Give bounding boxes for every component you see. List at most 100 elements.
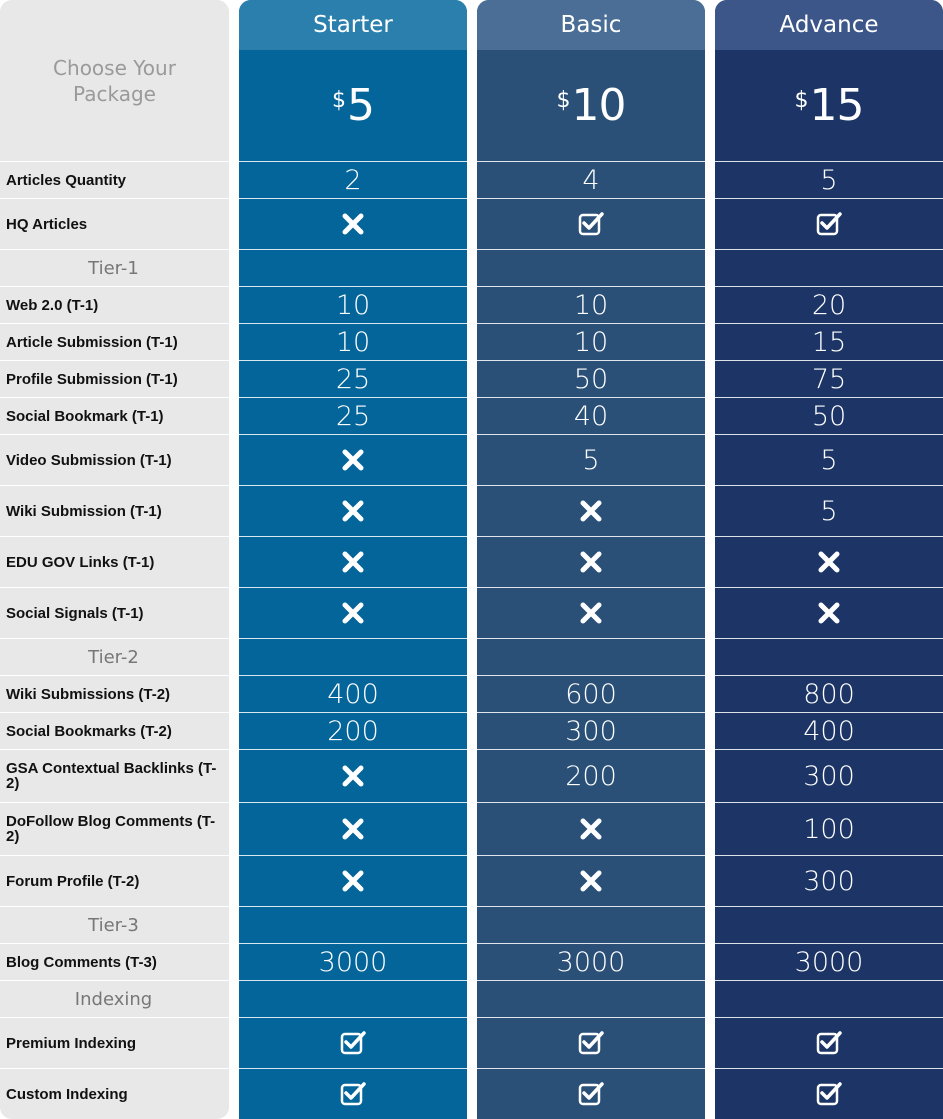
feature-cell: 3000 bbox=[477, 943, 705, 980]
cross-icon bbox=[342, 602, 364, 624]
feature-label: Articles Quantity bbox=[0, 161, 229, 198]
feature-cell bbox=[477, 802, 705, 855]
cell-value: 3000 bbox=[794, 946, 864, 978]
check-icon bbox=[340, 1082, 366, 1106]
caption: Choose Your Package bbox=[53, 55, 176, 106]
amount: 15 bbox=[809, 80, 865, 131]
cell-value: 300 bbox=[803, 760, 855, 792]
cell-value: 75 bbox=[811, 363, 847, 395]
feature-cell bbox=[239, 1068, 467, 1119]
section-cell bbox=[477, 980, 705, 1017]
cell-value: 5 bbox=[820, 444, 838, 476]
feature-cell: 5 bbox=[477, 434, 705, 485]
check-icon bbox=[816, 212, 842, 236]
feature-cell: 3000 bbox=[239, 943, 467, 980]
feature-cell bbox=[715, 587, 943, 638]
feature-label: Social Bookmarks (T-2) bbox=[0, 712, 229, 749]
feature-cell: 10 bbox=[239, 286, 467, 323]
cross-icon bbox=[342, 449, 364, 471]
feature-cell bbox=[239, 198, 467, 249]
feature-cell: 40 bbox=[477, 397, 705, 434]
cell-value: 25 bbox=[335, 400, 371, 432]
cross-icon bbox=[580, 500, 602, 522]
cross-icon bbox=[342, 765, 364, 787]
plan-column: Starter $5 2 10 10 25 25 400 200 3000 bbox=[239, 0, 467, 1119]
feature-cell: 5 bbox=[715, 161, 943, 198]
check-icon bbox=[340, 1031, 366, 1055]
section-cell bbox=[477, 638, 705, 675]
feature-cell: 4 bbox=[477, 161, 705, 198]
cell-value: 300 bbox=[565, 715, 617, 747]
feature-cell bbox=[477, 587, 705, 638]
currency: $ bbox=[556, 88, 571, 113]
feature-cell bbox=[239, 1017, 467, 1068]
cell-value: 15 bbox=[811, 326, 847, 358]
feature-cell bbox=[239, 749, 467, 802]
feature-cell bbox=[239, 587, 467, 638]
feature-cell: 800 bbox=[715, 675, 943, 712]
section-cell bbox=[715, 980, 943, 1017]
cell-value: 800 bbox=[803, 678, 855, 710]
section-label: Indexing bbox=[0, 980, 229, 1017]
check-icon bbox=[816, 1031, 842, 1055]
currency: $ bbox=[332, 88, 346, 113]
feature-cell: 400 bbox=[715, 712, 943, 749]
feature-cell bbox=[239, 855, 467, 906]
feature-cell: 400 bbox=[239, 675, 467, 712]
feature-cell bbox=[477, 485, 705, 536]
feature-cell: 100 bbox=[715, 802, 943, 855]
feature-label: Wiki Submissions (T-2) bbox=[0, 675, 229, 712]
feature-cell bbox=[477, 1068, 705, 1119]
feature-label: HQ Articles bbox=[0, 198, 229, 249]
cross-icon bbox=[580, 551, 602, 573]
feature-label: GSA Contextual Backlinks (T-2) bbox=[0, 749, 229, 802]
feature-label: Social Bookmark (T-1) bbox=[0, 397, 229, 434]
feature-label: EDU GOV Links (T-1) bbox=[0, 536, 229, 587]
cross-icon bbox=[342, 551, 364, 573]
feature-cell: 15 bbox=[715, 323, 943, 360]
section-cell bbox=[477, 249, 705, 286]
cross-icon bbox=[580, 818, 602, 840]
feature-label: Forum Profile (T-2) bbox=[0, 855, 229, 906]
feature-cell: 50 bbox=[715, 397, 943, 434]
feature-cell: 50 bbox=[477, 360, 705, 397]
section-label: Tier-1 bbox=[0, 249, 229, 286]
check-icon bbox=[578, 1082, 604, 1106]
feature-label: Blog Comments (T-3) bbox=[0, 943, 229, 980]
cell-value: 40 bbox=[573, 400, 609, 432]
feature-label: Web 2.0 (T-1) bbox=[0, 286, 229, 323]
cross-icon bbox=[818, 551, 840, 573]
section-cell bbox=[715, 638, 943, 675]
cross-icon bbox=[818, 602, 840, 624]
cell-value: 10 bbox=[573, 326, 609, 358]
cell-value: 400 bbox=[327, 678, 379, 710]
feature-cell: 200 bbox=[239, 712, 467, 749]
cell-value: 20 bbox=[811, 289, 847, 321]
cell-value: 5 bbox=[820, 164, 838, 196]
feature-cell: 10 bbox=[239, 323, 467, 360]
feature-cell bbox=[477, 1017, 705, 1068]
feature-cell: 5 bbox=[715, 485, 943, 536]
check-icon bbox=[816, 1082, 842, 1106]
feature-cell bbox=[715, 536, 943, 587]
feature-cell: 3000 bbox=[715, 943, 943, 980]
section-cell bbox=[239, 906, 467, 943]
cell-value: 3000 bbox=[318, 946, 388, 978]
section-label: Tier-3 bbox=[0, 906, 229, 943]
cross-icon bbox=[342, 870, 364, 892]
feature-label: Profile Submission (T-1) bbox=[0, 360, 229, 397]
feature-cell: 600 bbox=[477, 675, 705, 712]
currency: $ bbox=[794, 88, 809, 113]
feature-cell bbox=[715, 1068, 943, 1119]
feature-cell bbox=[477, 198, 705, 249]
plan-name: Starter bbox=[239, 0, 467, 50]
cell-value: 2 bbox=[344, 164, 362, 196]
cross-icon bbox=[580, 870, 602, 892]
feature-cell bbox=[239, 434, 467, 485]
amount: 5 bbox=[347, 80, 375, 131]
cell-value: 4 bbox=[582, 164, 600, 196]
feature-cell: 5 bbox=[715, 434, 943, 485]
plan-column: Basic $10 4 10 10 50 40 5 600 300 200 3000 bbox=[477, 0, 705, 1119]
section-cell bbox=[477, 906, 705, 943]
